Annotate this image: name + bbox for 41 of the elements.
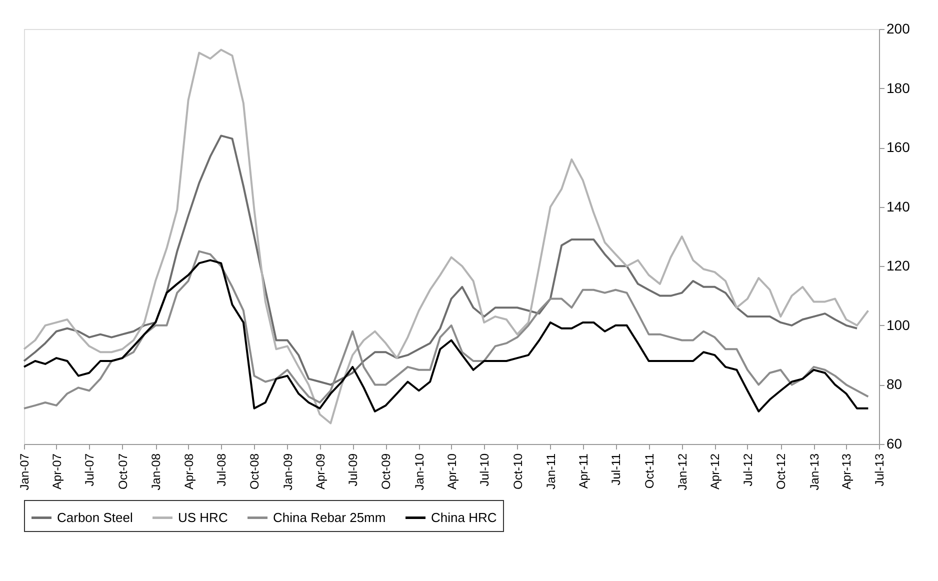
legend-label: China Rebar 25mm — [273, 510, 386, 525]
y-tick-label: 140 — [886, 198, 910, 214]
y-tick-label: 80 — [886, 376, 902, 392]
line-series — [23, 134, 858, 386]
y-tick-label: 180 — [886, 80, 910, 96]
x-tick-label: Jul-13 — [872, 453, 886, 486]
y-tick-label: 200 — [886, 20, 910, 36]
x-tick-label: Apr-09 — [313, 453, 328, 490]
x-tick-label: Jan-10 — [412, 453, 426, 490]
x-tick-label: Jan-09 — [280, 453, 295, 490]
x-tick-label: Apr-10 — [444, 453, 459, 490]
x-tick-label: Oct-09 — [379, 453, 394, 490]
x-tick-label: Jul-12 — [740, 453, 755, 486]
x-tick-label: Oct-11 — [642, 453, 656, 489]
line-series — [23, 48, 870, 424]
legend-label: China HRC — [431, 510, 497, 525]
x-tick-label: Jan-13 — [807, 453, 822, 490]
x-tick-label: Jan-07 — [18, 453, 32, 490]
x-tick-label: Oct-10 — [510, 453, 525, 490]
x-tick-label: Apr-11 — [576, 453, 590, 489]
x-tick-label: Jul-10 — [478, 453, 492, 486]
legend-label: Carbon Steel — [57, 510, 133, 525]
x-tick-label: Apr-08 — [182, 453, 196, 490]
x-tick-label: Jul-08 — [214, 453, 229, 486]
legend-label: US HRC — [178, 510, 228, 525]
x-tick-label: Jul-07 — [82, 453, 97, 486]
x-tick-label: Jan-11 — [544, 453, 558, 490]
x-tick-label: Apr-12 — [708, 453, 722, 490]
x-tick-label: Jul-11 — [609, 453, 624, 486]
x-tick-label: Oct-12 — [774, 453, 788, 490]
x-tick-label: Jul-09 — [346, 453, 360, 486]
x-tick-label: Jan-08 — [149, 453, 164, 490]
y-tick-label: 60 — [886, 436, 902, 452]
x-tick-label: Apr-13 — [840, 453, 854, 490]
x-tick-label: Oct-07 — [116, 453, 130, 490]
x-tick-label: Oct-08 — [248, 453, 262, 490]
y-tick-label: 120 — [886, 258, 910, 274]
x-tick-label: Apr-07 — [50, 453, 64, 490]
y-tick-label: 160 — [886, 139, 910, 156]
y-tick-label: 100 — [886, 316, 910, 333]
x-tick-label: Jan-12 — [675, 453, 690, 490]
